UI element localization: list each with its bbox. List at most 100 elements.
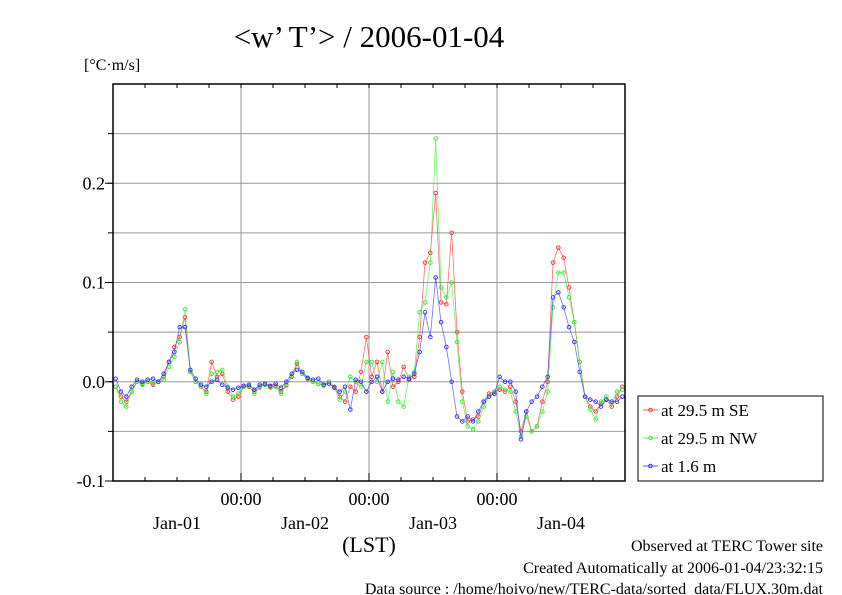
data-point [124, 394, 129, 399]
data-point [620, 394, 625, 399]
data-point [550, 305, 556, 310]
data-point [209, 371, 214, 377]
data-point [561, 270, 566, 275]
data-point [593, 399, 598, 404]
data-point [620, 384, 625, 389]
data-point [465, 419, 470, 424]
data-point [540, 399, 545, 404]
data-point [284, 379, 289, 385]
data-point [358, 369, 364, 375]
data-point [230, 394, 236, 399]
data-point [454, 414, 460, 419]
data-point [492, 391, 497, 396]
data-point [454, 339, 460, 345]
data-point [369, 379, 374, 385]
x-date-label: Jan-01 [153, 513, 201, 533]
data-point [401, 404, 406, 409]
data-point [124, 404, 129, 409]
data-point [428, 260, 433, 265]
data-point [486, 391, 492, 396]
data-point [204, 391, 209, 396]
data-point [390, 376, 396, 382]
data-point [444, 302, 449, 307]
data-point [273, 381, 278, 386]
legend-label: at 29.5 m SE [661, 401, 749, 420]
data-point [374, 374, 380, 380]
data-point [460, 389, 465, 394]
data-point [172, 349, 177, 355]
data-point [406, 376, 412, 382]
data-point [449, 280, 454, 285]
data-point [422, 310, 428, 315]
data-point [396, 399, 401, 404]
data-point [214, 377, 220, 383]
data-point [508, 379, 513, 385]
data-point [422, 260, 428, 265]
data-point [486, 394, 492, 399]
data-point [396, 377, 401, 383]
data-point [433, 136, 438, 141]
data-point [513, 409, 518, 414]
data-point [540, 409, 545, 414]
data-point [193, 379, 198, 385]
data-point [604, 394, 609, 399]
data-point [246, 382, 252, 387]
data-point [614, 389, 620, 394]
data-point [364, 334, 369, 340]
data-point [300, 369, 305, 375]
data-point [369, 359, 374, 365]
data-point [220, 367, 225, 373]
data-point [310, 377, 316, 383]
data-point [342, 399, 348, 404]
data-point [476, 409, 481, 414]
data-point [524, 414, 529, 419]
data-point [294, 359, 300, 365]
data-point [140, 379, 145, 385]
data-point [262, 381, 268, 386]
x-axis-label: (LST) [342, 532, 396, 557]
data-point [236, 385, 241, 390]
data-point [460, 419, 465, 424]
data-point [561, 255, 566, 260]
data-point [257, 382, 262, 387]
data-point [598, 404, 604, 409]
data-point [348, 374, 353, 380]
legend-box [637, 395, 824, 482]
y-tick-label: 0.0 [83, 372, 106, 392]
data-point [182, 324, 188, 330]
x-date-label: Jan-03 [409, 513, 457, 533]
data-point [609, 399, 614, 404]
data-point [358, 384, 364, 389]
data-point [380, 359, 385, 365]
data-point [545, 374, 550, 380]
data-point [268, 383, 273, 388]
data-point [374, 359, 380, 365]
footer-source: Data source : /home/hoivo/new/TERC-data/… [365, 581, 824, 595]
data-point [497, 384, 502, 389]
series-2 [113, 275, 625, 442]
data-point [252, 387, 257, 392]
data-point [145, 377, 150, 383]
data-point [508, 384, 513, 389]
data-point [166, 359, 172, 365]
data-point [257, 385, 262, 390]
data-point [428, 334, 433, 340]
data-point [188, 367, 193, 373]
data-point [337, 397, 342, 402]
x-time-label: 00:00 [476, 489, 517, 509]
data-point [380, 389, 385, 394]
data-point [113, 384, 118, 389]
legend-label: at 29.5 m NW [661, 429, 758, 448]
data-point [385, 349, 390, 355]
data-point [220, 382, 225, 387]
axis-labels: 0.2 0.1 0.0 -0.1 00:00 00:00 00:00 Jan-01 Jan-02… [77, 84, 594, 533]
data-point [444, 295, 449, 300]
data-point [518, 437, 524, 442]
data-point [513, 389, 518, 394]
data-point [550, 260, 556, 265]
data-point [369, 374, 374, 380]
data-point [604, 397, 609, 402]
data-point [412, 371, 417, 377]
y-tick-label: 0.1 [83, 273, 106, 293]
data-point [204, 384, 209, 389]
